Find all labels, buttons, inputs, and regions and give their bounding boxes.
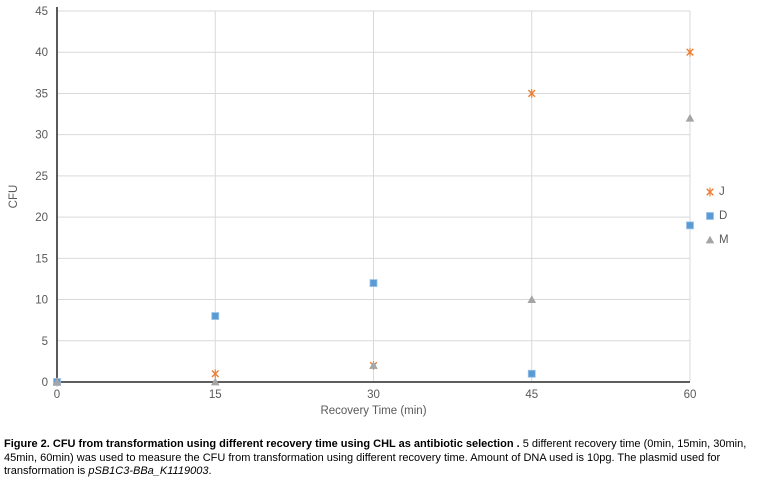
y-tick-label: 45 — [35, 6, 48, 18]
y-tick-label: 20 — [35, 212, 48, 224]
point-J-x60 — [686, 47, 694, 57]
tick-labels: 0 5 10 15 20 25 30 35 40 45 0 15 30 45 60 — [35, 6, 696, 401]
point-M-x30 — [369, 361, 378, 369]
legend-marker-shape — [706, 187, 714, 197]
legend-item-j: J — [703, 180, 729, 204]
y-tick-label: 35 — [35, 88, 48, 100]
point-M-x0 — [52, 377, 62, 386]
point-D-x60 — [686, 221, 694, 230]
legend-item-m: M — [703, 228, 729, 252]
figure-caption: Figure 2. CFU from transformation using … — [4, 438, 756, 479]
legend-marker-shape — [705, 235, 715, 244]
point-M-x45 — [527, 295, 537, 303]
y-tick-label: 5 — [42, 336, 48, 348]
y-axis-title: CFU — [8, 185, 20, 209]
x-axis-title: Recovery Time (min) — [320, 405, 426, 417]
chart-legend: J D M — [703, 180, 729, 252]
caption-end-text: . — [208, 465, 212, 477]
point-D-x30 — [369, 279, 378, 287]
x-tick-label: 45 — [525, 389, 538, 401]
point-M-x60 — [685, 113, 695, 122]
y-tick-label: 40 — [35, 47, 48, 59]
legend-marker-square-icon — [706, 212, 714, 220]
data-points — [52, 47, 695, 387]
x-tick-label: 30 — [367, 389, 380, 401]
point-J-x45 — [527, 89, 536, 98]
legend-label: D — [719, 210, 728, 222]
point-D-x45 — [527, 369, 536, 378]
x-tick-label: 60 — [684, 389, 697, 401]
caption-normal-text: 5 different recovery time (0min, 15min, … — [4, 438, 747, 477]
legend-marker-shape — [706, 212, 714, 220]
legend-marker-triangle-icon — [705, 235, 715, 244]
y-tick-label: 10 — [35, 295, 48, 307]
legend-label: J — [719, 186, 725, 198]
caption-italic-text: pSB1C3-BBa_K1119003 — [88, 465, 209, 477]
y-tick-label: 25 — [35, 171, 48, 183]
y-tick-label: 15 — [35, 253, 48, 265]
y-tick-label: 0 — [42, 377, 48, 389]
legend-label: M — [719, 234, 729, 246]
y-tick-label: 30 — [35, 130, 48, 142]
scatter-chart: 0 5 10 15 20 25 30 35 40 45 0 15 30 45 60 Recovery Time… — [8, 6, 729, 417]
legend-item-d: D — [703, 204, 729, 228]
x-tick-label: 15 — [209, 389, 222, 401]
chart-plot-area: 0 5 10 15 20 25 30 35 40 45 0 15 30 45 60 Recovery Time… — [8, 6, 696, 417]
point-D-x15 — [211, 312, 220, 320]
x-tick-label: 0 — [54, 389, 60, 401]
point-J-x15 — [211, 369, 220, 379]
caption-bold-text: Figure 2. CFU from transformation using … — [4, 438, 520, 450]
point-M-x15 — [210, 377, 220, 386]
legend-marker-x-star-icon — [706, 187, 714, 197]
gridlines — [57, 10, 691, 382]
